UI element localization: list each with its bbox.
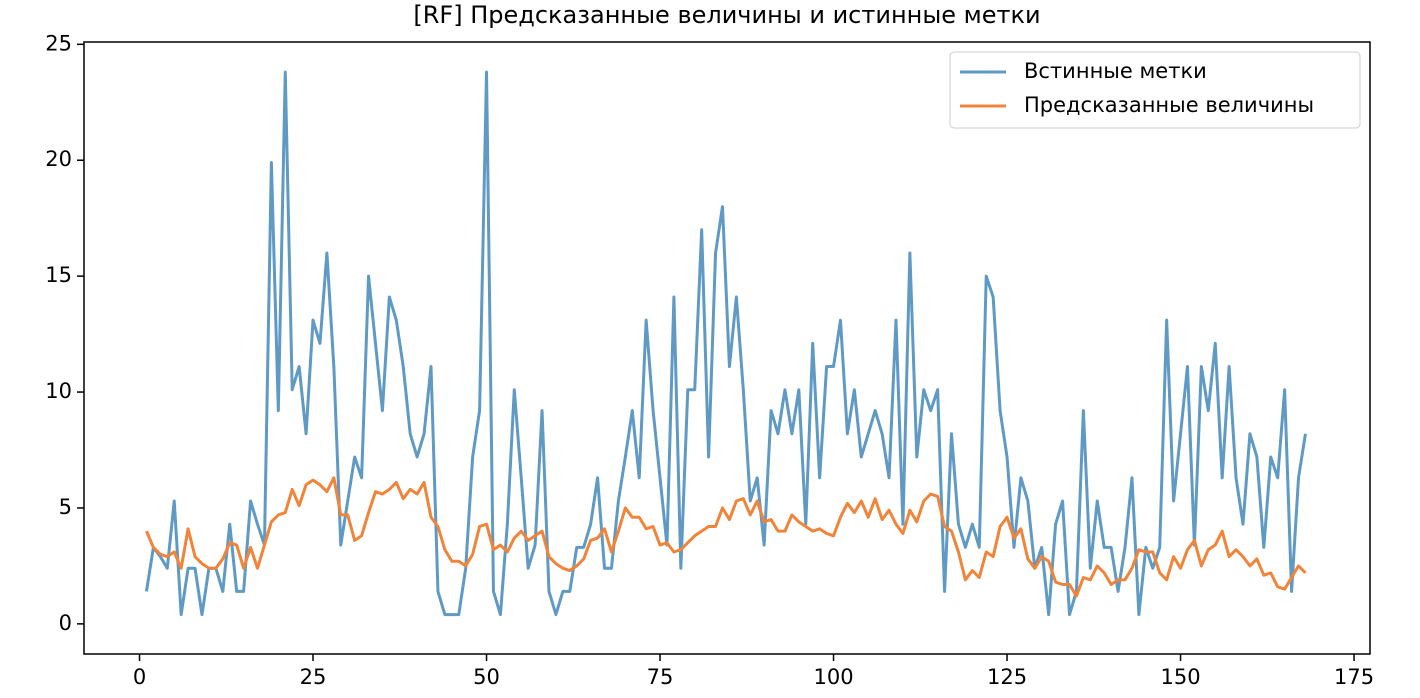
x-tick-label: 75 (647, 665, 674, 689)
chart-title: [RF] Предсказанные величины и истинные м… (413, 1, 1040, 29)
x-tick-label: 150 (1160, 665, 1200, 689)
y-tick-label: 0 (59, 611, 72, 635)
plot-frame (83, 41, 1371, 655)
y-tick-label: 15 (45, 263, 72, 287)
x-tick-label: 50 (473, 665, 500, 689)
x-tick-label: 100 (813, 665, 853, 689)
x-tick-label: 175 (1334, 665, 1374, 689)
x-tick-label: 25 (300, 665, 327, 689)
x-tick-label: 0 (133, 665, 146, 689)
line-series (145, 476, 1307, 598)
x-tick-label: 125 (987, 665, 1027, 689)
y-tick-label: 25 (45, 31, 72, 55)
y-tick-label: 10 (45, 379, 72, 403)
y-tick-label: 5 (59, 495, 72, 519)
legend-box (949, 51, 1361, 129)
y-tick-label: 20 (45, 147, 72, 171)
legend-label: Встинные метки (1024, 59, 1207, 83)
legend-label: Предсказанные величины (1024, 93, 1314, 117)
line-series (144, 70, 1307, 617)
